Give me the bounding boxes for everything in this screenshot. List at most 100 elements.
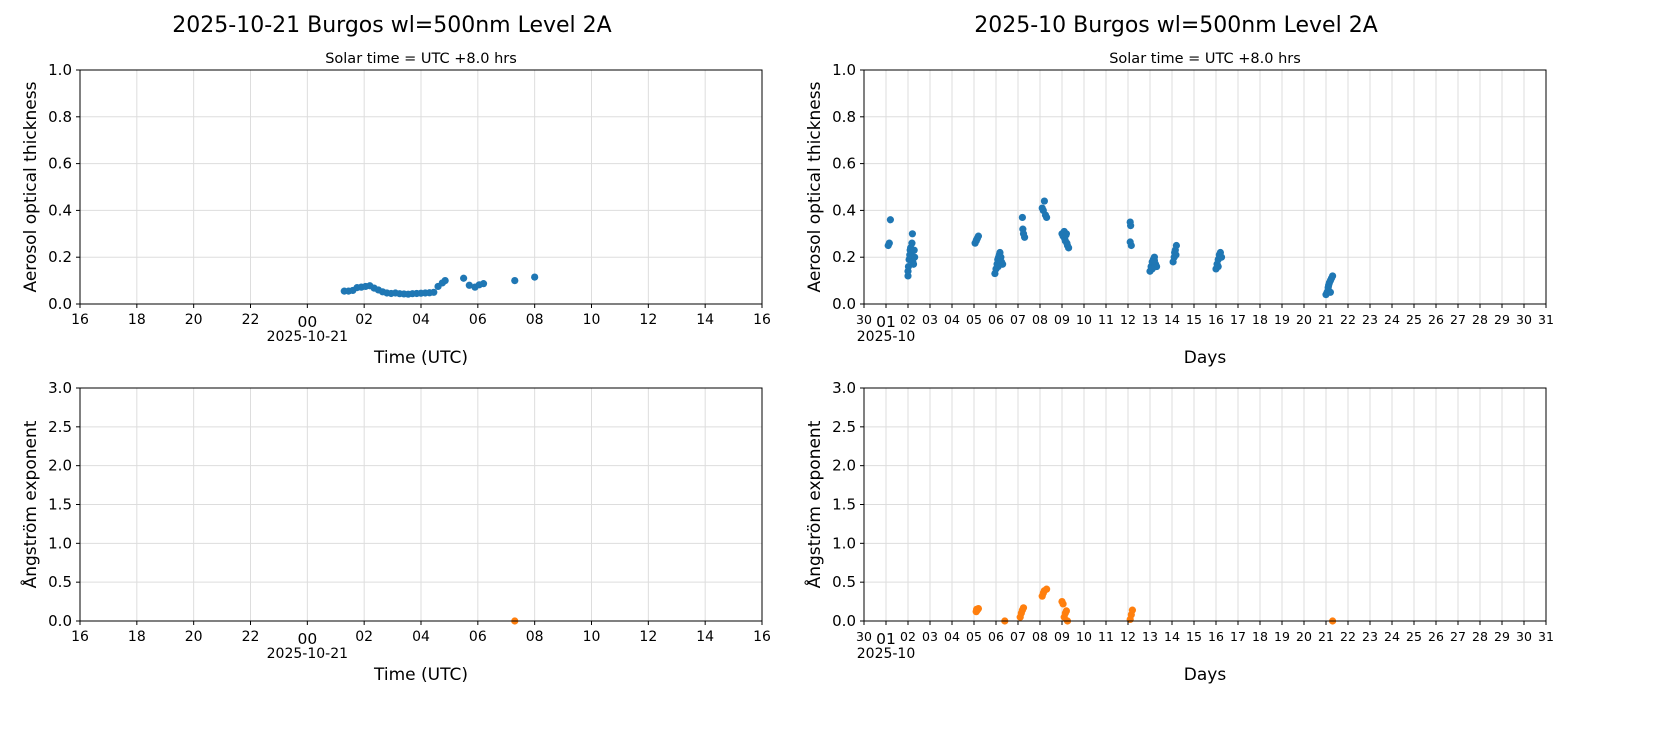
x-tick-label: 08 (526, 312, 544, 328)
x-tick-label: 22 (1340, 629, 1356, 644)
x-tick-label: 25 (1406, 312, 1422, 327)
data-point (1059, 600, 1067, 608)
chart-title: 2025-10-21 Burgos wl=500nm Level 2A (172, 13, 611, 38)
data-point (909, 260, 918, 268)
x-axis-label: Days (1184, 348, 1227, 368)
x-tick-label: 30 (1516, 629, 1532, 644)
x-tick-label: 13 (1142, 629, 1158, 644)
x-tick-label: 23 (1362, 629, 1378, 644)
y-axis-label: Ångström exponent (803, 420, 825, 588)
y-axis-label: Aerosol optical thickness (21, 81, 41, 292)
x-axis-label: Time (UTC) (373, 665, 468, 685)
x-tick-label: 16 (71, 629, 89, 645)
x-tick-label: 16 (753, 629, 771, 645)
x-tick-label: 12 (639, 629, 657, 645)
data-point (1062, 231, 1070, 239)
x-tick-label: 22 (242, 629, 260, 645)
x-tick-label: 16 (71, 312, 89, 328)
x-tick-label: 04 (412, 629, 430, 645)
x-tick-label: 05 (966, 312, 982, 327)
x-tick-label: 11 (1098, 629, 1114, 644)
y-tick-label: 0.4 (48, 201, 72, 219)
data-point (994, 262, 1002, 271)
x-tick-label: 01 (876, 313, 896, 331)
data-point (441, 277, 449, 285)
x-tick-label: 06 (988, 312, 1004, 327)
x-tick-label: 20 (1296, 629, 1312, 644)
x-tick-label: 14 (696, 629, 714, 645)
x-tick-label: 27 (1450, 629, 1466, 644)
data-point (910, 246, 918, 254)
y-tick-label: 0.0 (48, 612, 72, 630)
x-tick-label: 22 (242, 312, 260, 328)
y-tick-label: 0.5 (48, 573, 72, 591)
y-tick-label: 2.5 (48, 418, 72, 436)
data-point (430, 288, 438, 296)
x-tick-label: 19 (1274, 629, 1290, 644)
x-tick-label: 20 (1296, 312, 1312, 327)
data-point (1326, 288, 1334, 296)
y-tick-label: 0.8 (832, 108, 856, 126)
x-date-label: 2025-10 (857, 329, 916, 345)
data-point (908, 239, 916, 247)
x-tick-label: 08 (1032, 629, 1048, 644)
x-tick-label: 18 (128, 312, 146, 328)
x-tick-label: 13 (1142, 312, 1158, 327)
y-tick-label: 0.4 (832, 201, 856, 219)
x-tick-label: 26 (1428, 312, 1444, 327)
x-tick-label: 03 (922, 629, 938, 644)
data-point (1019, 604, 1028, 612)
y-tick-label: 0.0 (832, 295, 856, 313)
x-tick-label: 18 (128, 629, 146, 645)
data-point (1018, 213, 1026, 222)
x-tick-label: 18 (1252, 312, 1268, 327)
x-tick-label: 07 (1010, 312, 1026, 327)
axes-frame (863, 69, 1547, 305)
data-point (1329, 272, 1337, 280)
x-tick-label: 14 (1164, 312, 1180, 327)
y-tick-label: 0.0 (48, 295, 72, 313)
x-tick-label: 21 (1318, 629, 1334, 644)
x-tick-label: 16 (1208, 312, 1224, 327)
y-tick-label: 0.8 (48, 108, 72, 126)
chart-title: 2025-10 Burgos wl=500nm Level 2A (974, 13, 1378, 38)
x-tick-label: 30 (856, 629, 872, 644)
y-tick-label: 0.2 (48, 248, 72, 266)
data-point (1043, 585, 1051, 593)
data-point (1127, 241, 1135, 250)
x-tick-label: 12 (1120, 312, 1136, 327)
x-tick-label: 04 (412, 312, 430, 328)
x-tick-label: 14 (1164, 629, 1180, 644)
data-point (1172, 251, 1180, 259)
x-tick-label: 00 (297, 630, 317, 648)
x-tick-label: 25 (1406, 629, 1422, 644)
x-tick-label: 29 (1494, 312, 1510, 327)
data-point (460, 274, 468, 282)
data-point (1065, 244, 1073, 252)
x-tick-label: 15 (1186, 629, 1202, 644)
x-tick-label: 04 (944, 312, 960, 327)
x-tick-label: 12 (1120, 629, 1136, 644)
y-tick-label: 0.6 (832, 155, 856, 173)
x-date-label: 2025-10 (857, 646, 916, 662)
y-axis-label: Aerosol optical thickness (805, 81, 825, 292)
data-point (973, 605, 981, 613)
y-tick-label: 1.5 (832, 496, 856, 514)
data-point (1040, 197, 1048, 205)
x-tick-label: 26 (1428, 629, 1444, 644)
data-point (1021, 233, 1029, 241)
x-tick-label: 08 (526, 629, 544, 645)
x-tick-label: 16 (753, 312, 771, 328)
x-tick-label: 10 (583, 312, 601, 328)
x-tick-label: 21 (1318, 312, 1334, 327)
x-tick-label: 09 (1054, 312, 1070, 327)
y-axis-label: Ångström exponent (19, 420, 41, 588)
x-tick-label: 02 (355, 629, 373, 645)
x-tick-label: 31 (1538, 629, 1554, 644)
x-tick-label: 28 (1472, 312, 1488, 327)
data-point (1128, 606, 1136, 614)
data-point (1148, 265, 1156, 273)
data-point (885, 239, 893, 247)
